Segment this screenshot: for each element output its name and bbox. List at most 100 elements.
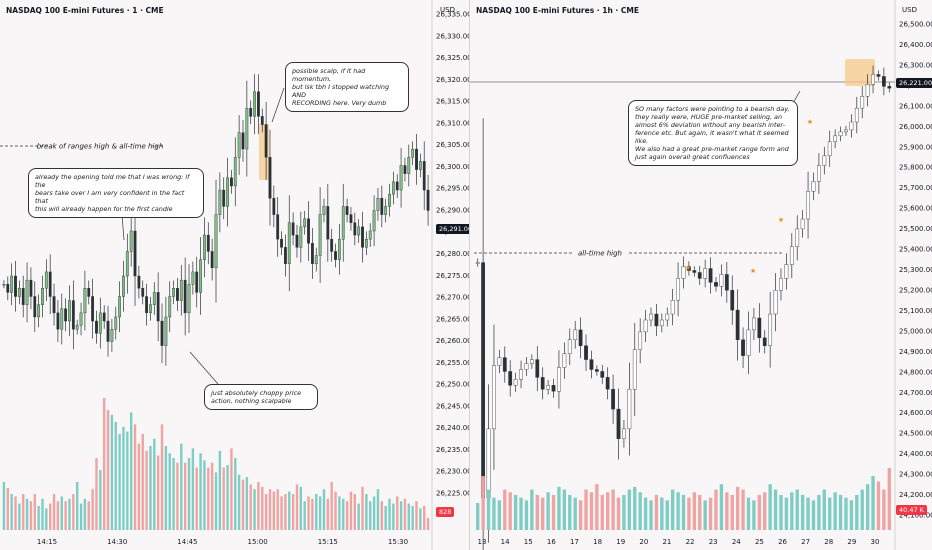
candle	[649, 313, 653, 321]
right-candlestick-chart[interactable]: 26,500.0026,400.0026,300.0026,200.0026,1…	[470, 0, 932, 550]
y-tick-label: 26,320.00	[436, 76, 469, 84]
candle	[257, 91, 260, 117]
volume-bar	[763, 492, 767, 530]
candle	[735, 309, 740, 340]
volume-bar	[195, 467, 198, 530]
left-note-opening: already the opening told me that I was w…	[28, 168, 204, 218]
candle	[659, 319, 664, 327]
y-tick-label: 26,310.00	[436, 119, 469, 127]
volume-bar	[237, 474, 241, 530]
volume-bar	[800, 494, 805, 530]
candle	[176, 288, 179, 301]
volume-bar	[110, 414, 114, 530]
candle	[833, 135, 838, 143]
left-chart-title: NASDAQ 100 E-mini Futures · 1 · CME	[6, 6, 164, 15]
candle	[156, 292, 160, 322]
x-tick-label: 18	[593, 538, 602, 546]
candle	[276, 214, 280, 240]
volume-bar	[153, 438, 156, 530]
volume-bar	[822, 489, 826, 530]
x-tick-label: 14:15	[37, 538, 57, 546]
volume-bar	[91, 489, 94, 530]
volume-bar	[25, 498, 29, 530]
y-tick-label: 24,200.00	[899, 491, 932, 499]
candle	[703, 268, 708, 279]
candle	[95, 320, 98, 334]
volume-bar	[41, 498, 44, 530]
volume-bar	[551, 494, 556, 530]
candle	[418, 161, 422, 170]
volume-bar	[524, 500, 529, 530]
y-tick-label: 26,300.00	[436, 163, 469, 171]
volume-bar	[773, 489, 778, 530]
volume-bar	[280, 496, 283, 530]
candle	[403, 165, 407, 174]
candle	[854, 107, 859, 123]
volume-bar	[871, 476, 875, 530]
y-tick-label: 25,100.00	[899, 307, 932, 315]
reference-line-label-bg	[573, 249, 627, 257]
volume-bar	[45, 508, 48, 530]
volume-bar	[87, 501, 90, 530]
y-tick-label: 26,275.00	[436, 272, 469, 280]
candle	[187, 284, 191, 314]
y-tick-label: 26,315.00	[436, 98, 469, 106]
candle	[230, 177, 233, 187]
reference-line-label: all-time high	[578, 250, 622, 258]
volume-bar	[698, 494, 702, 530]
candle	[334, 251, 337, 260]
left-currency-label: USD	[440, 6, 455, 14]
candle	[708, 268, 713, 283]
candle	[399, 165, 403, 191]
volume-bar	[49, 503, 52, 530]
left-chart-pane[interactable]: NASDAQ 100 E-mini Futures · 1 · CME USD …	[0, 0, 476, 550]
volume-bar	[145, 450, 148, 530]
candle	[632, 349, 637, 390]
candle	[546, 385, 550, 390]
candle	[697, 272, 702, 279]
volume-bar	[118, 434, 121, 530]
candle	[168, 296, 172, 318]
y-tick-label: 26,335.00	[436, 11, 469, 19]
right-chart-pane[interactable]: NASDAQ 100 E-mini Futures · 1h · CME USD…	[470, 0, 932, 550]
volume-bar	[844, 497, 848, 530]
candle	[233, 157, 237, 187]
y-tick-label: 24,400.00	[899, 450, 932, 458]
volume-bar	[746, 497, 751, 530]
candle	[183, 279, 187, 314]
x-tick-label: 14	[501, 538, 510, 546]
left-current-price-tag: 26,291.00	[436, 224, 476, 234]
x-tick-label: 16	[547, 538, 556, 546]
volume-bar	[210, 462, 214, 530]
candle	[91, 296, 95, 322]
volume-bar	[757, 494, 761, 530]
volume-bar	[357, 503, 360, 530]
candle	[687, 266, 691, 271]
volume-bar	[326, 498, 330, 530]
y-tick-label: 26,230.00	[436, 468, 469, 476]
candle	[502, 357, 507, 372]
candle	[811, 181, 816, 192]
volume-bar	[665, 500, 669, 530]
y-tick-label: 24,600.00	[899, 409, 932, 417]
candle	[643, 319, 648, 333]
candle	[218, 189, 222, 215]
candle	[29, 279, 33, 297]
volume-bar	[369, 501, 372, 530]
pane-divider[interactable]	[469, 0, 470, 550]
volume-bar	[234, 458, 237, 530]
volume-bar	[481, 476, 485, 530]
volume-bar	[606, 492, 610, 530]
y-tick-label: 26,245.00	[436, 402, 469, 410]
x-tick-label: 15:30	[388, 538, 408, 546]
candle	[714, 282, 718, 287]
candle	[199, 259, 202, 293]
volume-bar	[423, 506, 426, 530]
candle	[160, 320, 164, 346]
candle	[303, 218, 307, 228]
right-currency-label: USD	[902, 6, 917, 14]
volume-bar	[833, 492, 837, 530]
candle	[129, 230, 133, 252]
volume-bar	[492, 497, 496, 530]
candle	[616, 408, 621, 439]
